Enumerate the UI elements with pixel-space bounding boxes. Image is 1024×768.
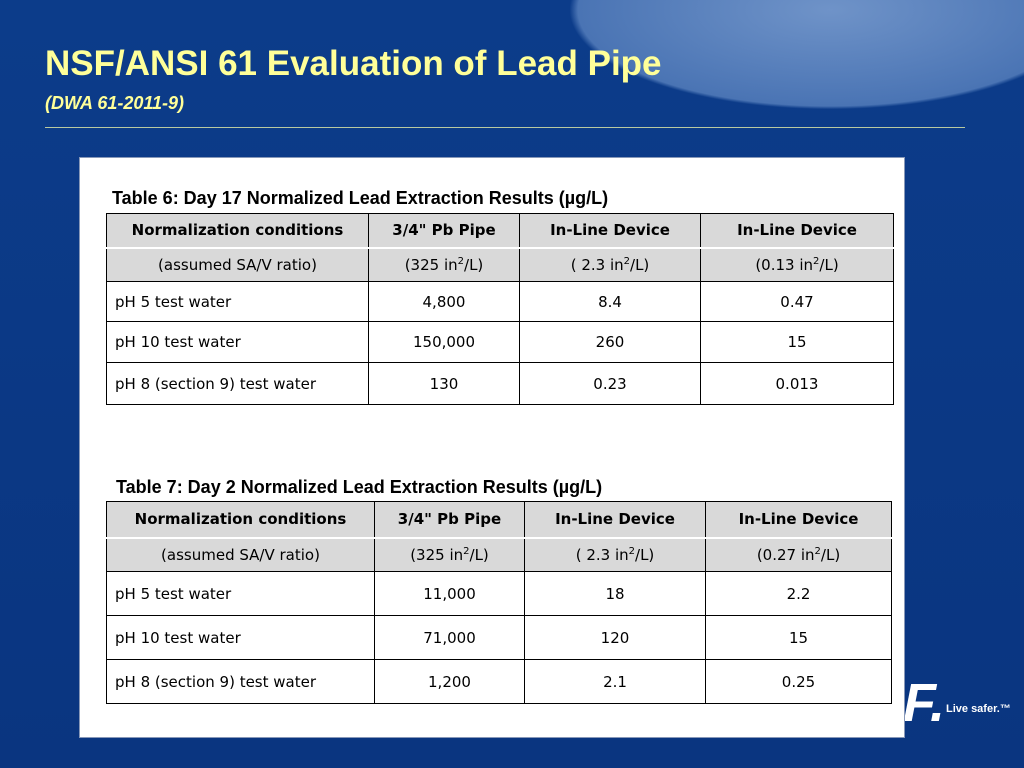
text: (assumed SA/V ratio) [161,545,320,564]
cell: 1,200 [374,659,525,704]
header-cell: In-Line Device [700,213,894,249]
subheader-row: (assumed SA/V ratio) (325 in2/L)( 2.3 in2… [106,247,894,282]
text: (325 in [404,255,458,274]
subheader-cell: ( 2.3 in2/L) [519,247,701,282]
data-table: Normalization conditions 3/4" Pb Pipe In-L… [106,213,894,405]
data-row: pH 5 test water 11,000 18 2.2 [106,571,892,616]
superscript: 2 [814,545,821,557]
superscript: 2 [628,545,636,557]
superscript: 2 [813,255,820,267]
cell: pH 10 test water [106,321,369,363]
data-row: pH 10 test water 71,000 120 15 [106,615,892,660]
subheader-cell: (assumed SA/V ratio) [106,247,369,282]
divider [45,127,965,128]
text: /L) [469,545,489,564]
header-cell: Normalization conditions [106,213,369,249]
cell: pH 8 (section 9) test water [106,362,369,405]
text: (assumed SA/V ratio) [158,255,317,274]
header-row: Normalization conditions 3/4" Pb Pipe In-L… [106,501,892,539]
cell: 0.013 [700,362,894,405]
cell: 260 [519,321,701,363]
text: (0.27 in [756,545,815,564]
data-row: pH 8 (section 9) test water 1,200 2.1 0.25 [106,659,892,704]
header-cell: In-Line Device [524,501,706,539]
text: (325 in [410,545,464,564]
text: /L) [630,255,650,274]
cell: 11,000 [374,571,525,616]
header-cell: In-Line Device [705,501,892,539]
cell: pH 8 (section 9) test water [106,659,375,704]
cell: pH 10 test water [106,615,375,660]
text: /L) [464,255,484,274]
subheader-cell: (0.13 in2/L) [700,247,894,282]
header-row: Normalization conditions 3/4" Pb Pipe In-L… [106,213,894,249]
logo: F. [903,673,946,733]
cell: 15 [700,321,894,363]
cell: 0.25 [705,659,892,704]
superscript: 2 [623,255,631,267]
subheader-cell: (0.27 in2/L) [705,537,892,572]
tagline: Live safer.™ [946,703,1011,715]
header-cell: Normalization conditions [106,501,375,539]
header-cell: In-Line Device [519,213,701,249]
subheader-row: (assumed SA/V ratio) (325 in2/L)( 2.3 in2… [106,537,892,572]
cell: pH 5 test water [106,281,369,322]
text: ( 2.3 in [570,255,624,274]
superscript: 2 [463,545,470,557]
text: /L) [819,255,839,274]
table-caption: Table 6: Day 17 Normalized Lead Extracti… [112,188,609,208]
subheader-cell: (325 in2/L) [368,247,520,282]
cell: 15 [705,615,892,660]
data-row: pH 5 test water 4,800 8.4 0.47 [106,281,894,322]
data-row: pH 10 test water 150,000 260 15 [106,321,894,363]
subheader-cell: (325 in2/L) [374,537,525,572]
cell: 130 [368,362,520,405]
cell: 8.4 [519,281,701,322]
cell: 18 [524,571,706,616]
cell: 4,800 [368,281,520,322]
cell: pH 5 test water [106,571,375,616]
subheader-cell: ( 2.3 in2/L) [524,537,706,572]
subtitle: (DWA 61-2011-9) [45,93,185,113]
title: NSF/ANSI 61 Evaluation of Lead Pipe [45,44,662,83]
table-caption: Table 7: Day 2 Normalized Lead Extractio… [116,477,603,497]
cell: 2.2 [705,571,892,616]
subheader-cell: (assumed SA/V ratio) [106,537,375,572]
superscript: 2 [457,255,465,267]
cell: 0.23 [519,362,701,405]
cell: 120 [524,615,706,660]
cell: 71,000 [374,615,525,660]
text: ( 2.3 in [575,545,629,564]
data-row: pH 8 (section 9) test water 130 0.23 0.013 [106,362,894,405]
text: (0.13 in [755,255,814,274]
cell: 2.1 [524,659,706,704]
header-cell: 3/4" Pb Pipe [368,213,520,249]
header-cell: 3/4" Pb Pipe [374,501,525,539]
text: /L) [635,545,655,564]
data-table: Normalization conditions 3/4" Pb Pipe In-L… [106,501,892,704]
text: /L) [820,545,841,564]
cell: 150,000 [368,321,520,363]
cell: 0.47 [700,281,894,322]
